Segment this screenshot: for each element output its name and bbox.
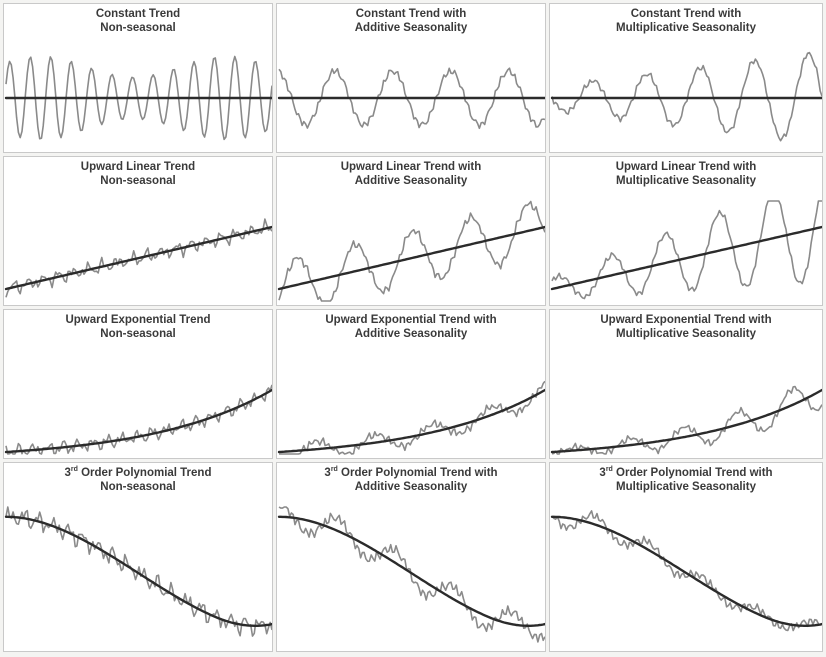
data-series-line [551, 385, 822, 455]
data-series-line [551, 200, 822, 300]
trend-line [4, 225, 272, 291]
trend-line [277, 515, 545, 627]
panel-cubic-nonseasonal: 3rd Order Polynomial Trend Non-seasonal [3, 462, 273, 652]
data-series-line [5, 384, 272, 455]
panel-title: Constant Trend Non-seasonal [95, 8, 181, 34]
chart-plot [277, 200, 545, 302]
panel-title: 3rd Order Polynomial Trend with Additive… [324, 466, 498, 493]
trend-line [4, 388, 272, 454]
data-series-line [5, 55, 272, 141]
data-series-line [551, 51, 822, 142]
panel-exponential-additive: Upward Exponential Trend with Additive S… [276, 309, 546, 459]
panel-title: Upward Exponential Trend Non-seasonal [65, 314, 211, 340]
data-series-line [278, 506, 545, 643]
panel-cubic-additive: 3rd Order Polynomial Trend with Additive… [276, 462, 546, 652]
trend-line [277, 388, 545, 454]
panel-exponential-nonseasonal: Upward Exponential Trend Non-seasonal [3, 309, 273, 459]
panel-title: Upward Exponential Trend with Multiplica… [600, 314, 772, 340]
panel-linear-additive: Upward Linear Trend with Additive Season… [276, 156, 546, 306]
panel-title: Upward Linear Trend Non-seasonal [80, 161, 196, 187]
data-series-line [278, 67, 545, 130]
trend-line [277, 225, 545, 291]
panel-linear-multiplicative: Upward Linear Trend with Multiplicative … [549, 156, 823, 306]
chart-plot [550, 200, 822, 300]
trend-line [550, 225, 822, 291]
data-series-line [278, 200, 545, 302]
data-series-line [551, 510, 822, 632]
panel-linear-nonseasonal: Upward Linear Trend Non-seasonal [3, 156, 273, 306]
chart-plot [4, 55, 272, 141]
trend-line [550, 388, 822, 454]
data-series-line [279, 380, 545, 455]
chart-plot [550, 51, 822, 142]
panel-title: Constant Trend with Additive Seasonality [354, 8, 468, 34]
chart-plot [4, 384, 272, 455]
panel-title: 3rd Order Polynomial Trend with Multipli… [599, 466, 773, 493]
trend-line [550, 515, 822, 627]
panel-title: Upward Linear Trend with Additive Season… [340, 161, 482, 187]
chart-plot [4, 218, 272, 298]
panel-title: Upward Linear Trend with Multiplicative … [615, 161, 757, 187]
data-series-line [5, 506, 272, 637]
chart-plot [4, 506, 272, 637]
panel-exponential-multiplicative: Upward Exponential Trend with Multiplica… [549, 309, 823, 459]
panel-cubic-multiplicative: 3rd Order Polynomial Trend with Multipli… [549, 462, 823, 652]
chart-plot [550, 510, 822, 632]
chart-plot [277, 67, 545, 130]
trend-line [4, 515, 272, 627]
panel-constant-nonseasonal: Constant Trend Non-seasonal [3, 3, 273, 153]
panel-title: Upward Exponential Trend with Additive S… [325, 314, 497, 340]
chart-plot [277, 506, 545, 643]
panel-constant-multiplicative: Constant Trend with Multiplicative Seaso… [549, 3, 823, 153]
chart-plot [277, 380, 545, 455]
panel-constant-additive: Constant Trend with Additive Seasonality [276, 3, 546, 153]
panel-title: 3rd Order Polynomial Trend Non-seasonal [64, 466, 212, 493]
chart-plot [550, 385, 822, 455]
panel-title: Constant Trend with Multiplicative Seaso… [616, 8, 756, 34]
data-series-line [5, 218, 272, 298]
